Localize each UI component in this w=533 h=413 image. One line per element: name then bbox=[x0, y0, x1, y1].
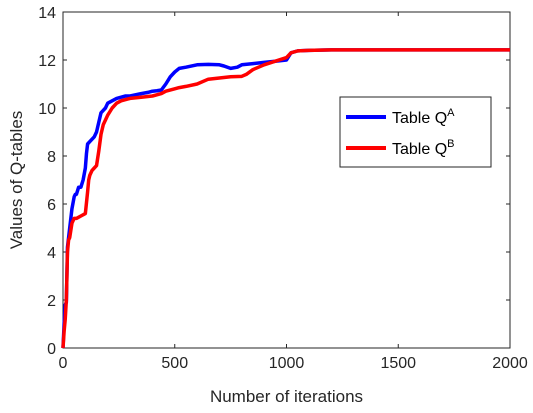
y-tick-label: 0 bbox=[47, 341, 56, 358]
series-line-table-qa bbox=[61, 48, 510, 349]
y-tick-label: 10 bbox=[38, 101, 56, 118]
series-line-table-qb bbox=[61, 48, 510, 349]
x-axis-label: Number of iterations bbox=[210, 387, 363, 406]
plot-area bbox=[62, 11, 511, 349]
y-tick-label: 2 bbox=[47, 293, 56, 310]
x-tick-label: 500 bbox=[161, 355, 188, 372]
series-layer bbox=[61, 48, 510, 349]
y-axis-label: Values of Q-tables bbox=[7, 111, 26, 250]
legend-entry-table-qb-sup: B bbox=[447, 138, 454, 150]
y-tick-label: 8 bbox=[47, 149, 56, 166]
y-tick-label: 12 bbox=[38, 53, 56, 70]
legend-entry-table-qa-base: Table Q bbox=[392, 110, 447, 127]
legend-entry-table-qb: Table QB bbox=[392, 138, 454, 158]
legend: Table QA Table QB bbox=[339, 96, 492, 168]
y-tick-label: 14 bbox=[38, 5, 56, 22]
legend-entry-table-qa-sup: A bbox=[447, 107, 455, 119]
x-tick-label: 1000 bbox=[269, 355, 305, 372]
legend-box bbox=[339, 96, 492, 168]
legend-entry-table-qb-base: Table Q bbox=[392, 141, 447, 158]
legend-entry-table-qa: Table QA bbox=[392, 107, 455, 127]
x-tick-label: 1500 bbox=[380, 355, 416, 372]
x-tick-label: 2000 bbox=[492, 355, 528, 372]
x-tick-label: 0 bbox=[59, 355, 68, 372]
y-tick-label: 4 bbox=[47, 245, 56, 262]
y-tick-label: 6 bbox=[47, 197, 56, 214]
